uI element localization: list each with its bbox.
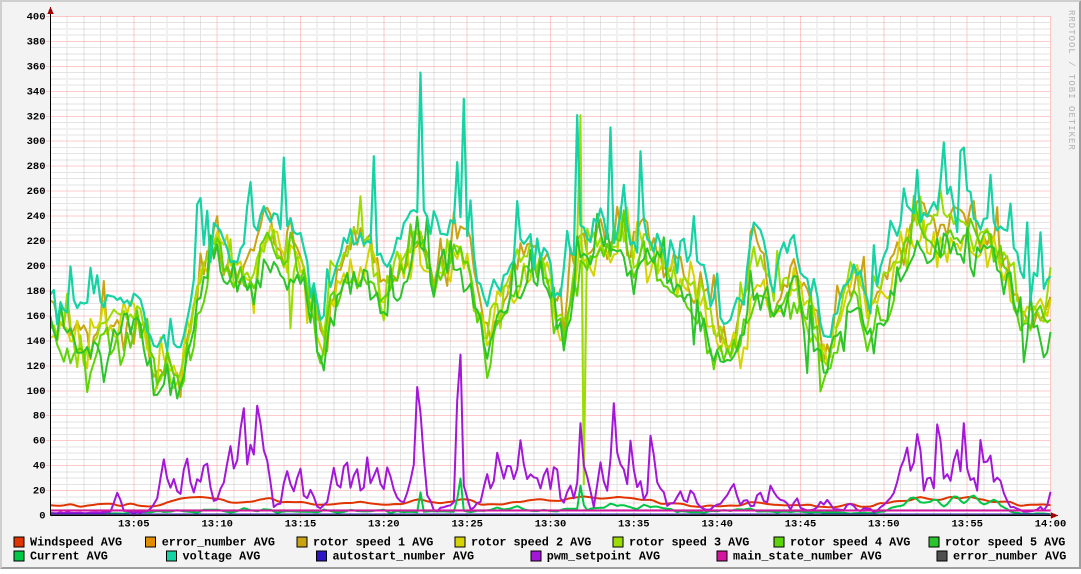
svg-text:rotor speed 3 AVG: rotor speed 3 AVG — [629, 535, 749, 549]
svg-text:13:10: 13:10 — [201, 519, 233, 531]
svg-text:340: 340 — [27, 86, 46, 98]
svg-text:60: 60 — [33, 436, 46, 448]
svg-text:400: 400 — [27, 12, 46, 24]
svg-text:13:50: 13:50 — [868, 519, 900, 531]
svg-text:rotor speed 2 AVG: rotor speed 2 AVG — [471, 535, 591, 549]
svg-text:240: 240 — [27, 211, 46, 223]
svg-text:voltage AVG: voltage AVG — [183, 549, 261, 563]
svg-text:13:25: 13:25 — [451, 519, 483, 531]
svg-text:RRDTOOL / TOBI OETIKER: RRDTOOL / TOBI OETIKER — [1066, 10, 1076, 151]
svg-text:100: 100 — [27, 386, 46, 398]
svg-text:main_state_number AVG: main_state_number AVG — [733, 549, 882, 563]
svg-text:300: 300 — [27, 136, 46, 148]
svg-text:autostart_number AVG: autostart_number AVG — [333, 549, 475, 563]
svg-text:280: 280 — [27, 161, 46, 173]
svg-text:120: 120 — [27, 361, 46, 373]
svg-text:13:35: 13:35 — [618, 519, 650, 531]
svg-text:14:00: 14:00 — [1035, 519, 1067, 531]
svg-text:Windspeed AVG: Windspeed AVG — [30, 535, 122, 549]
svg-text:13:15: 13:15 — [285, 519, 317, 531]
svg-text:360: 360 — [27, 61, 46, 73]
svg-text:80: 80 — [33, 411, 46, 423]
svg-text:pwm_setpoint AVG: pwm_setpoint AVG — [547, 549, 660, 563]
svg-text:200: 200 — [27, 261, 46, 273]
svg-text:13:45: 13:45 — [785, 519, 817, 531]
svg-text:rotor speed 5 AVG: rotor speed 5 AVG — [945, 535, 1065, 549]
svg-text:13:40: 13:40 — [701, 519, 733, 531]
svg-text:140: 140 — [27, 336, 46, 348]
svg-text:180: 180 — [27, 286, 46, 298]
svg-text:13:05: 13:05 — [118, 519, 150, 531]
svg-text:320: 320 — [27, 111, 46, 123]
svg-text:13:30: 13:30 — [535, 519, 567, 531]
svg-text:rotor speed 1 AVG: rotor speed 1 AVG — [313, 535, 433, 549]
svg-text:20: 20 — [33, 486, 46, 498]
svg-text:220: 220 — [27, 236, 46, 248]
svg-text:13:55: 13:55 — [951, 519, 983, 531]
svg-text:380: 380 — [27, 36, 46, 48]
svg-text:40: 40 — [33, 461, 46, 473]
svg-text:160: 160 — [27, 311, 46, 323]
svg-text:260: 260 — [27, 186, 46, 198]
svg-text:13:20: 13:20 — [368, 519, 400, 531]
svg-text:0: 0 — [39, 511, 45, 523]
svg-text:Current AVG: Current AVG — [30, 549, 108, 563]
svg-text:error_number AVG: error_number AVG — [953, 549, 1066, 563]
svg-text:error_number AVG: error_number AVG — [162, 535, 275, 549]
svg-text:rotor speed 4 AVG: rotor speed 4 AVG — [790, 535, 910, 549]
